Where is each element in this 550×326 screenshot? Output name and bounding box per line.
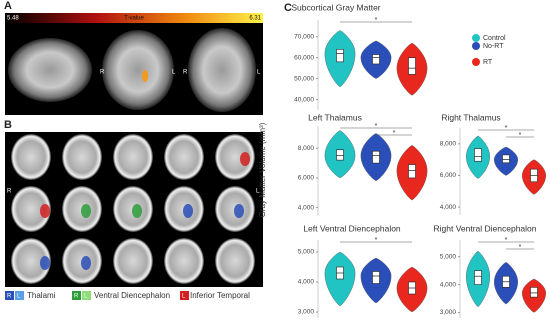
sig-label: * <box>519 244 522 251</box>
box <box>408 164 416 179</box>
y-tick-label: 6,000 <box>440 172 457 179</box>
brain-slice <box>215 134 255 180</box>
brain-coronal <box>102 30 174 110</box>
legend-swatch <box>15 291 24 300</box>
colorbar <box>5 13 263 23</box>
brain-slice <box>11 134 51 180</box>
roi <box>240 152 250 166</box>
legend-swatch <box>72 291 81 300</box>
sig-label: * <box>375 237 378 244</box>
panel-label: A <box>4 0 12 12</box>
orient-label: R <box>7 189 12 195</box>
sig-label: * <box>393 130 396 137</box>
roi <box>40 204 50 218</box>
legend-swatch <box>5 291 14 300</box>
brain-slice <box>11 238 51 284</box>
chart-title: Right Ventral Diencephalon <box>433 223 536 233</box>
legend-marker <box>472 58 480 66</box>
colorbar-title: T-value <box>124 16 144 22</box>
legend-l: L <box>182 294 186 300</box>
box <box>372 150 380 164</box>
roi <box>81 256 91 270</box>
chart-title: Right Thalamus <box>441 112 500 122</box>
legend-label: No-RT <box>483 43 504 50</box>
brain-sagittal <box>8 38 92 102</box>
y-tick-label: 50,000 <box>294 75 314 82</box>
y-tick-label: 5,000 <box>298 249 315 256</box>
sig-label: * <box>505 237 508 244</box>
legend-label: Inferior Temporal <box>190 291 250 300</box>
legend-swatch <box>82 291 91 300</box>
y-tick-label: 4,000 <box>298 204 315 211</box>
box <box>336 149 344 161</box>
box <box>502 154 510 164</box>
orient-label: L <box>172 70 176 76</box>
legend-l: L <box>17 294 21 300</box>
legend-r: R <box>74 294 79 300</box>
panel-label: C <box>284 2 292 14</box>
roi <box>40 256 50 270</box>
box <box>372 271 380 284</box>
brain-slice <box>113 134 153 180</box>
y-tick-label: 60,000 <box>294 54 314 61</box>
box <box>474 148 482 162</box>
sig-label: * <box>519 132 522 139</box>
box <box>474 270 482 285</box>
brain-slice <box>215 238 255 284</box>
box <box>408 57 416 75</box>
brain-slice <box>113 238 153 284</box>
brain-axial <box>188 28 256 112</box>
y-tick-label: 4,000 <box>440 281 457 288</box>
orient-label: L <box>256 189 260 195</box>
brain-slice <box>11 186 51 232</box>
orient-label: R <box>183 70 188 76</box>
y-tick-label: 40,000 <box>294 96 314 103</box>
orient-label: L <box>257 70 261 76</box>
legend-label: RT <box>483 59 493 66</box>
legend-label: Ventral Diencephalon <box>94 291 170 300</box>
legend-r: R <box>7 294 12 300</box>
sig-label: * <box>375 17 378 24</box>
legend-marker <box>472 34 480 42</box>
roi <box>132 204 142 218</box>
y-tick-label: 8,000 <box>298 145 315 152</box>
legend-l: L <box>84 294 88 300</box>
box <box>530 287 538 298</box>
y-axis-label: Gray Matter Volume (mm³) <box>258 122 267 217</box>
chart-title: Left Thalamus <box>308 112 362 122</box>
box <box>372 54 380 65</box>
activation <box>142 70 148 82</box>
y-tick-label: 8,000 <box>440 141 457 148</box>
legend-label: Thalami <box>27 291 56 300</box>
sig-label: * <box>375 123 378 130</box>
panel-label: B <box>4 119 12 131</box>
y-tick-label: 4,000 <box>440 204 457 211</box>
legend-swatch <box>180 291 189 300</box>
chart-title: Subcortical Gray Matter <box>291 2 380 12</box>
legend-marker <box>472 42 480 50</box>
y-tick-label: 6,000 <box>298 175 315 182</box>
brain-slice <box>164 238 204 284</box>
slice-grid <box>11 134 255 284</box>
y-tick-label: 5,000 <box>440 253 457 260</box>
colorbar-min: 5.48 <box>7 16 19 22</box>
brain-slice <box>62 134 102 180</box>
orient-label: R <box>100 70 105 76</box>
y-tick-label: 4,000 <box>298 279 315 286</box>
roi <box>183 204 193 218</box>
y-tick-label: 3,000 <box>440 309 457 316</box>
legend-label: Control <box>483 35 506 42</box>
roi <box>81 204 91 218</box>
colorbar-max: 6.31 <box>249 16 261 22</box>
box <box>336 49 344 63</box>
sig-label: * <box>505 125 508 132</box>
brain-slice <box>164 134 204 180</box>
roi <box>234 204 244 218</box>
y-tick-label: 3,000 <box>298 309 315 316</box>
chart-title: Left Ventral Diencephalon <box>303 223 401 233</box>
y-tick-label: 70,000 <box>294 33 314 40</box>
